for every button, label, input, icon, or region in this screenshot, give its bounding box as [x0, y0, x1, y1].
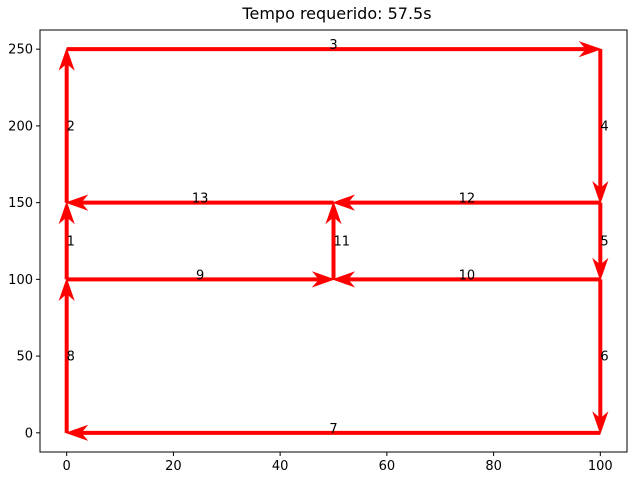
route-segment-4: 4	[592, 49, 609, 205]
y-axis: 0 50 100 150 200 250	[8, 43, 40, 441]
route-segment-3: 3	[66, 38, 602, 58]
x-tick-label: 80	[485, 459, 502, 474]
segment-arrowhead	[592, 257, 609, 281]
segment-label: 1	[67, 235, 75, 250]
route-segment-9: 9	[66, 268, 336, 288]
segment-arrowhead	[592, 411, 609, 435]
route-segment-2: 2	[58, 47, 75, 203]
y-tick-label: 200	[8, 119, 33, 134]
x-tick-label: 100	[588, 459, 613, 474]
y-tick-label: 0	[25, 426, 33, 441]
route-segment-1: 1	[58, 201, 75, 280]
segment-label: 9	[196, 268, 204, 283]
segment-arrowhead	[311, 271, 336, 288]
route-segment-5: 5	[592, 202, 609, 281]
chart-title: Tempo requerido: 57.5s	[241, 4, 431, 23]
segment-label: 3	[329, 38, 337, 53]
x-tick-label: 20	[165, 459, 182, 474]
route-segment-13: 13	[65, 192, 334, 211]
segment-arrowhead	[65, 424, 89, 441]
segment-arrowhead	[592, 181, 609, 205]
x-tick-label: 60	[379, 459, 396, 474]
y-tick-label: 50	[16, 350, 33, 365]
route-segment-11: 11	[325, 201, 351, 280]
plot-frame	[39, 29, 628, 453]
y-tick-label: 150	[8, 196, 33, 211]
segment-label: 5	[600, 235, 608, 250]
route-segment-7: 7	[65, 422, 601, 441]
route-segment-8: 8	[58, 277, 75, 433]
segment-arrowhead	[331, 194, 356, 211]
y-tick-label: 100	[8, 273, 33, 288]
segment-label: 8	[67, 350, 75, 365]
segment-arrowhead	[65, 194, 89, 211]
segment-arrowhead	[578, 41, 602, 58]
segment-arrowhead	[325, 201, 342, 225]
y-tick-label: 250	[8, 43, 33, 58]
route-segment-6: 6	[592, 279, 609, 435]
x-tick-label: 40	[272, 459, 289, 474]
segment-arrowhead	[58, 47, 75, 71]
segment-label: 4	[600, 119, 608, 134]
segment-label: 6	[600, 350, 608, 365]
segment-arrowhead	[58, 277, 75, 301]
route-segment-10: 10	[331, 268, 601, 288]
segment-arrowhead	[331, 271, 356, 288]
route-segment-12: 12	[331, 192, 601, 211]
segment-label: 12	[459, 192, 476, 207]
x-axis: 0 20 40 60 80 100	[63, 452, 613, 474]
segment-label: 7	[329, 422, 337, 437]
x-tick-label: 0	[63, 459, 71, 474]
segment-label: 2	[67, 119, 75, 134]
segment-label: 10	[459, 268, 476, 283]
segment-arrowhead	[58, 201, 75, 225]
segment-label: 13	[192, 192, 209, 207]
segment-label: 11	[334, 235, 351, 250]
